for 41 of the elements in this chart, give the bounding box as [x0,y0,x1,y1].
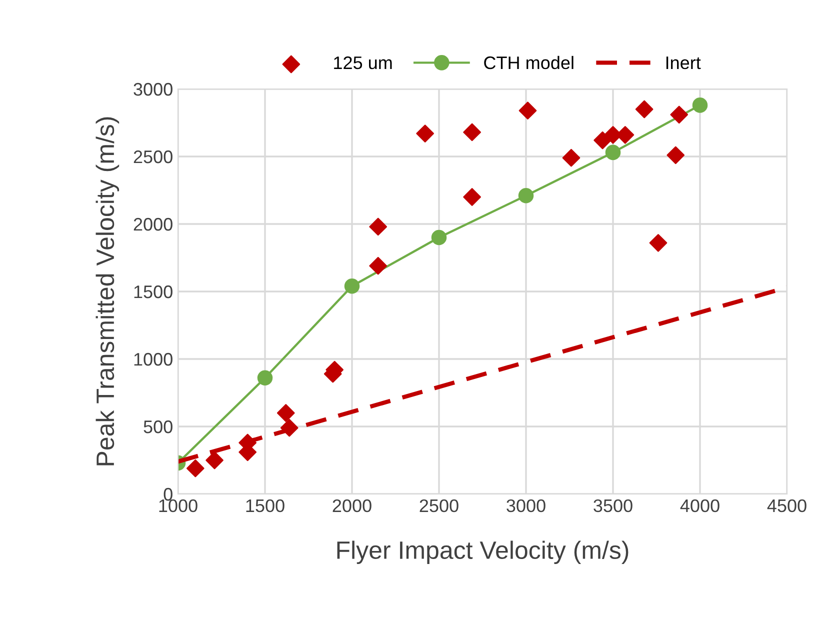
x-tick-label: 4000 [680,499,720,512]
y-tick-label: 0 [164,488,172,501]
x-axis-title: Flyer Impact Velocity (m/s) [337,540,628,564]
x-tick-label: 1000 [159,499,198,512]
y-tick-label: 1000 [134,352,172,366]
point [431,230,447,246]
y-axis-title: Peak Transmitted Velocity (m/s) [96,117,120,466]
point [562,148,580,167]
point [186,459,204,478]
x-tick-label: 2000 [332,499,372,512]
x-tick-label: 3500 [594,499,632,512]
x-tick-label: 4500 [767,499,806,512]
x-tick-label: 2500 [420,499,458,512]
point [463,123,481,142]
point [649,234,668,252]
legend-label: Inert [666,56,701,70]
x-tick-label: 1500 [246,499,284,512]
point [276,404,295,422]
y-tick-label: 500 [144,420,172,434]
point [518,188,534,204]
point [206,451,224,470]
y-tick-label: 2000 [134,218,172,231]
point [605,144,621,160]
point [518,102,537,120]
point [416,124,434,142]
point [635,100,654,118]
point [463,188,481,206]
legend-label: 125 um [334,56,392,70]
point [344,278,360,294]
point [369,218,388,236]
y-tick-label: 1500 [134,285,172,298]
legend-label: CTH model [484,56,574,70]
point [280,418,298,437]
point [369,256,388,275]
point [692,98,708,113]
y-tick-label: 2500 [134,150,172,164]
point [257,370,273,386]
point [670,106,688,124]
point [666,146,685,164]
y-tick-label: 3000 [134,82,172,96]
x-tick-label: 3000 [506,499,546,512]
